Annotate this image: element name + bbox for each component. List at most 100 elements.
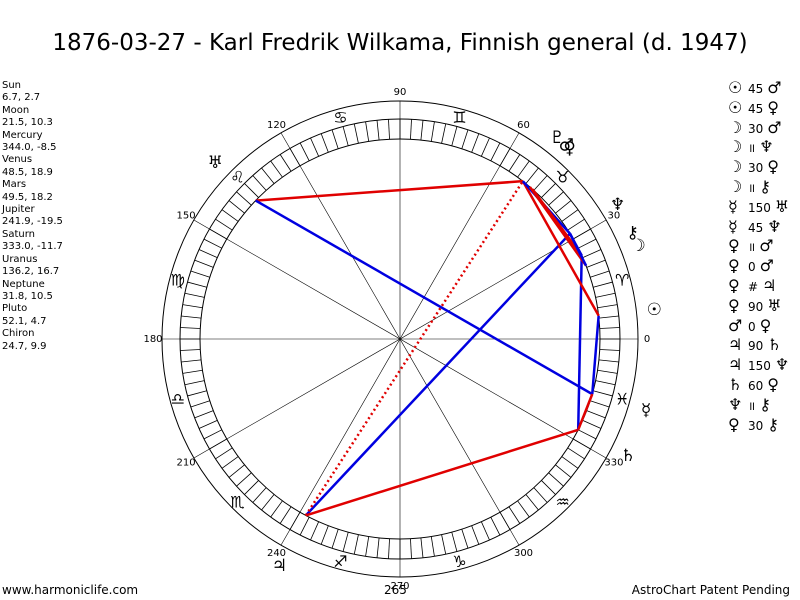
degree-tick (244, 183, 259, 198)
planet-name: Chiron (2, 328, 35, 340)
zodiac-sign-icon: ♐ (333, 552, 347, 571)
degree-tick (480, 521, 490, 541)
aspect-angle: 0 (748, 260, 756, 275)
planet-glyph-icon: ♆ (610, 195, 625, 215)
degree-tick (299, 517, 310, 536)
planet-glyph-icon: ♅ (208, 153, 223, 173)
degree-label: 270 (390, 581, 409, 592)
house-spoke (193, 219, 607, 459)
aspect-angle: 45 (748, 220, 764, 235)
degree-tick (598, 315, 619, 319)
planet-name: Jupiter (2, 204, 35, 216)
degree-label: 180 (143, 334, 162, 345)
degree-tick (198, 419, 218, 429)
planet-values: 48.5, 18.9 (2, 166, 53, 178)
degree-tick (441, 534, 447, 555)
aspect-row: ☿ 45 ♆ (728, 217, 795, 237)
aspect-planet-2-glyph: ⚷ (767, 414, 779, 434)
aspect-list: ☉ 45 ♂ ☉ 45 ♀ ☽ 30 ♂ ☽ ॥ ♆ ☽ 30 ♀ ☽ ॥ ⚷ ☿ 150 ♅ ☿ 45 ♆ ♀ ॥ ♂ ♀ 0 ♂ ♀ # ♃… (728, 78, 795, 434)
aspect-line (568, 233, 588, 267)
zodiac-sign-icon: ♎ (171, 390, 185, 409)
planet-name: Neptune (2, 278, 45, 290)
degree-tick (593, 390, 613, 397)
degree-tick (420, 120, 424, 141)
aspect-angle: 90 (748, 339, 764, 354)
degree-tick (582, 249, 602, 259)
patent-note: AstroChart Patent Pending (631, 583, 790, 597)
degree-tick (598, 359, 619, 363)
degree-tick (180, 349, 201, 351)
degree-tick (388, 538, 390, 559)
aspect-planet-2-glyph: ⚷ (759, 394, 771, 414)
zodiac-sign-icon: ♈ (615, 270, 629, 289)
degree-label: 90 (394, 87, 407, 98)
degree-tick (586, 259, 606, 268)
degree-tick (517, 500, 530, 518)
degree-tick (517, 160, 530, 178)
aspect-row: ☉ 45 ♀ (728, 98, 795, 118)
degree-tick (451, 126, 458, 146)
degree-label: 60 (517, 120, 530, 131)
degree-tick (187, 281, 207, 288)
zodiac-sign-icon: ♋ (333, 108, 347, 127)
aspect-planet-1-glyph: ♀ (728, 414, 740, 434)
aspect-planet-1-glyph: ☿ (728, 216, 738, 236)
aspect-planet-2-glyph: ♄ (767, 335, 782, 355)
degree-tick (203, 238, 222, 249)
degree-tick (451, 532, 458, 552)
aspect-angle: 150 (748, 359, 771, 374)
degree-tick (353, 534, 359, 555)
degree-tick (342, 126, 349, 146)
degree-tick (533, 175, 548, 191)
aspect-angle: # (748, 279, 759, 294)
degree-tick (236, 472, 252, 487)
aspect-line (531, 188, 583, 257)
zodiac-sign-icon: ♑ (452, 552, 466, 571)
planet-glyph-icon: ♇ (550, 128, 565, 148)
planet-values: 49.5, 18.2 (2, 191, 53, 203)
degree-tick (228, 200, 245, 214)
planet-values: 24.7, 9.9 (2, 340, 47, 352)
degree-label: 330 (604, 458, 623, 469)
aspect-angle: ॥ (748, 180, 756, 195)
site-link[interactable]: www.harmoniclife.com (2, 583, 139, 597)
planet-glyph-icon: ☉ (647, 300, 662, 320)
aspect-planet-2-glyph: ♂ (767, 78, 782, 97)
degree-tick (194, 410, 214, 419)
aspect-planet-1-glyph: ♃ (728, 355, 743, 375)
planet-name: Uranus (2, 253, 38, 265)
planet-values: 333.0, -11.7 (2, 241, 63, 253)
degree-tick (561, 209, 579, 222)
degree-tick (252, 175, 267, 191)
degree-label: 240 (267, 548, 286, 559)
aspect-angle: 0 (748, 319, 756, 334)
aspect-row: ☉ 45 ♂ (728, 78, 795, 98)
degree-tick (252, 487, 267, 503)
degree-tick (261, 494, 275, 511)
zodiac-sign-icon: ♌ (230, 167, 244, 186)
degree-tick (365, 536, 370, 557)
aspect-line (255, 179, 523, 202)
degree-tick (194, 259, 214, 268)
degree-tick (471, 133, 480, 153)
degree-tick (471, 525, 480, 545)
degree-tick (590, 400, 610, 408)
degree-tick (190, 270, 210, 278)
degree-tick (430, 536, 435, 557)
degree-tick (261, 167, 275, 184)
aspect-planet-2-glyph: ♀ (767, 157, 779, 177)
degree-tick (203, 429, 222, 440)
degree-tick (184, 292, 205, 298)
degree-tick (525, 494, 539, 511)
degree-tick (595, 380, 616, 386)
aspect-line (577, 393, 594, 431)
zodiac-sign-icon: ♏ (230, 493, 244, 512)
degree-tick (215, 218, 233, 231)
degree-tick (555, 464, 572, 478)
degree-tick (244, 480, 259, 495)
aspect-planet-2-glyph: ♀ (759, 315, 772, 335)
degree-tick (181, 315, 202, 319)
aspect-planet-2-glyph: ♆ (759, 137, 774, 157)
aspect-row: ☿ 150 ♅ (728, 197, 795, 217)
aspect-angle: ॥ (748, 141, 756, 156)
